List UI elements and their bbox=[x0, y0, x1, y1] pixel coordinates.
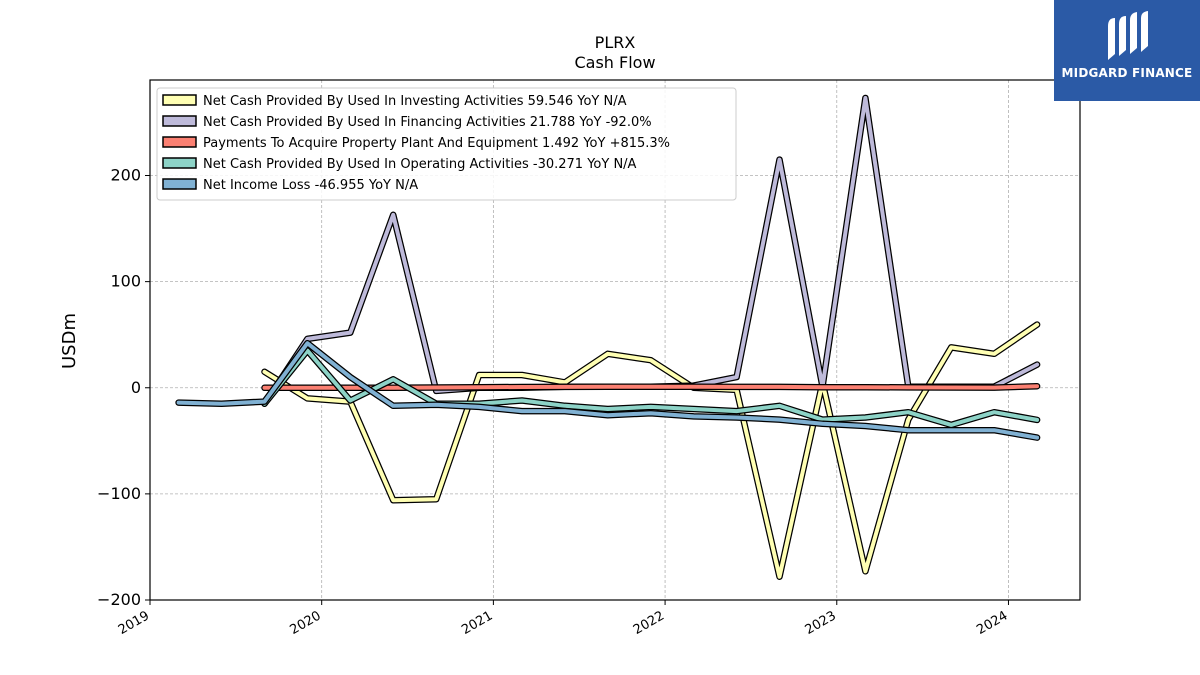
series-core bbox=[262, 322, 1040, 579]
legend-entry: Net Cash Provided By Used In Financing A… bbox=[203, 115, 652, 130]
plot-frame bbox=[149, 79, 1081, 601]
y-tick-label: −100 bbox=[97, 484, 141, 503]
y-tick-label: −200 bbox=[97, 590, 141, 609]
series-line bbox=[261, 321, 1041, 580]
series-core bbox=[262, 348, 1040, 427]
chart-subtitle: Cash Flow bbox=[574, 53, 655, 72]
x-tick-label: 2023 bbox=[803, 608, 839, 638]
x-tick-label: 2024 bbox=[974, 608, 1010, 638]
brand-logo-box: MIDGARD FINANCE bbox=[1054, 0, 1200, 101]
legend-frame bbox=[156, 87, 737, 201]
legend-entry: Net Cash Provided By Used In Operating A… bbox=[203, 157, 637, 172]
legend-swatch bbox=[162, 136, 197, 148]
y-tick-label: 100 bbox=[110, 272, 141, 291]
x-tick-label: 2020 bbox=[288, 608, 324, 638]
chart-title: PLRX bbox=[595, 33, 636, 52]
brand-name: MIDGARD FINANCE bbox=[1061, 66, 1193, 80]
legend-entry: Payments To Acquire Property Plant And E… bbox=[203, 136, 670, 151]
legend-swatch bbox=[162, 157, 197, 169]
y-tick-label: 200 bbox=[110, 166, 141, 185]
series-line bbox=[261, 347, 1041, 429]
series-line bbox=[175, 339, 1041, 441]
legend-swatch bbox=[162, 94, 197, 106]
x-tick-label: 2021 bbox=[459, 608, 495, 638]
series-line bbox=[261, 382, 1041, 392]
series-lines bbox=[175, 94, 1041, 580]
x-tick-label: 2019 bbox=[116, 608, 152, 638]
legend-swatch bbox=[162, 178, 197, 190]
y-axis-label: USDm bbox=[59, 313, 80, 369]
midgard-m-logo-icon bbox=[1108, 11, 1148, 60]
x-tick-label: 2022 bbox=[631, 608, 667, 638]
legend: Net Cash Provided By Used In Investing A… bbox=[156, 87, 737, 201]
legend-entry: Net Cash Provided By Used In Investing A… bbox=[203, 94, 627, 109]
legend-entry: Net Income Loss -46.955 YoY N/A bbox=[203, 178, 418, 193]
y-tick-label: 0 bbox=[131, 378, 141, 397]
series-core bbox=[262, 384, 1040, 390]
series-core bbox=[176, 341, 1040, 440]
legend-swatch bbox=[162, 115, 197, 127]
